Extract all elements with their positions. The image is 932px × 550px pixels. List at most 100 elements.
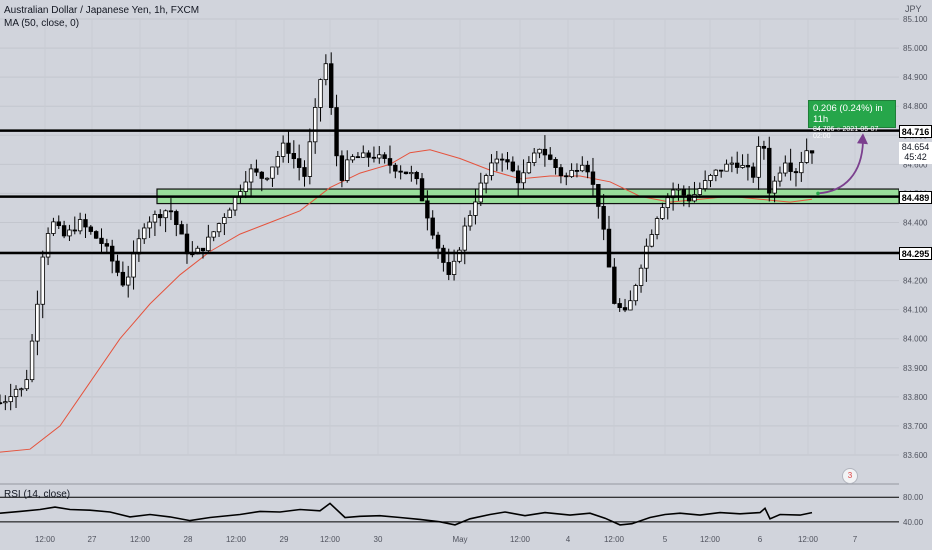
candle-body-down <box>553 159 558 168</box>
candle-body-up <box>126 276 131 286</box>
candle <box>612 258 617 305</box>
last-price-value: 84.654 <box>901 142 930 152</box>
x-tick-label: 29 <box>280 535 289 544</box>
candle-body-up <box>713 169 719 176</box>
candle <box>558 164 564 184</box>
y-tick-label: 83.700 <box>903 422 928 431</box>
candle-body-up <box>227 209 232 218</box>
y-tick-label: 85.100 <box>903 15 928 24</box>
candle-body-down <box>809 150 815 154</box>
candle <box>88 225 94 235</box>
ma-legend[interactable]: MA (50, close, 0) <box>4 18 80 29</box>
x-tick-label: 30 <box>374 535 383 544</box>
candle-body-down <box>606 228 612 268</box>
candle <box>275 151 280 175</box>
candle <box>649 229 654 248</box>
candle-body-up <box>740 165 745 168</box>
candle <box>483 173 489 194</box>
candle-body-up <box>409 172 414 175</box>
projection-label[interactable]: 0.206 (0.24%) in 11h 84.706 ○ 2021-05-07… <box>808 100 896 140</box>
candle <box>83 213 88 239</box>
candle <box>537 148 542 159</box>
candle-body-up <box>312 107 318 143</box>
candle-body-up <box>724 163 729 172</box>
candle <box>532 148 537 167</box>
countdown-timer: 45:42 <box>904 152 927 162</box>
y-tick-label: 85.000 <box>903 44 928 53</box>
candle <box>243 171 248 199</box>
candle-body-up <box>489 162 494 176</box>
y-tick-label: 84.600 <box>903 160 928 169</box>
candle-body-up <box>697 188 703 195</box>
candle-body-down <box>499 158 505 161</box>
x-tick-label: 6 <box>758 535 763 544</box>
x-tick-label: 12:00 <box>604 535 625 544</box>
candle <box>622 298 628 313</box>
level-tag-84489: 84.489 <box>899 191 932 204</box>
candle <box>740 154 745 169</box>
x-tick-label: 7 <box>853 535 858 544</box>
candle <box>61 220 67 239</box>
candle-body-down <box>83 219 88 228</box>
horizontal-levels <box>0 129 899 255</box>
candle <box>628 290 633 311</box>
candle <box>227 207 232 218</box>
candle <box>8 383 13 411</box>
candle <box>654 216 660 240</box>
candle <box>280 135 286 163</box>
candle <box>329 52 334 115</box>
candle-body-up <box>350 156 355 161</box>
candle-body-up <box>638 267 644 286</box>
candle-body-down <box>681 188 686 196</box>
candle <box>617 298 622 312</box>
candle-body-down <box>751 166 756 178</box>
candle <box>99 228 104 253</box>
candle-body-down <box>430 217 435 236</box>
y-tick-label: 83.900 <box>903 364 928 373</box>
projection-start-point <box>816 191 820 196</box>
candle-body-up <box>280 142 286 157</box>
candle <box>35 290 40 356</box>
candle-body-down <box>542 148 548 156</box>
candle-body-up <box>633 285 638 302</box>
x-tick-label: 28 <box>184 535 193 544</box>
candle <box>510 156 516 173</box>
candle-body-down <box>371 156 377 159</box>
projection-arrow <box>816 133 868 196</box>
event-marker-icon[interactable]: 3 <box>842 468 858 484</box>
candle-body-down <box>254 168 259 173</box>
candle <box>387 145 393 174</box>
candle <box>211 231 216 242</box>
candle-body-down <box>393 164 398 172</box>
candle-body-up <box>13 388 19 398</box>
candle-body-down <box>515 170 521 184</box>
candle-body-down <box>0 402 3 405</box>
x-tick-label: 12:00 <box>320 535 341 544</box>
y-tick-label: 83.600 <box>903 451 928 460</box>
candle-body-down <box>419 178 425 202</box>
candle-body-up <box>232 196 238 211</box>
candle <box>644 238 649 282</box>
candle <box>542 135 548 167</box>
candlesticks <box>0 52 815 411</box>
symbol-legend[interactable]: Australian Dollar / Japanese Yen, 1h, FX… <box>4 5 200 16</box>
candle-body-down <box>585 164 590 173</box>
candle <box>462 217 467 265</box>
candle <box>761 140 767 160</box>
candle <box>767 136 772 202</box>
candle-body-down <box>446 262 451 275</box>
y-tick-label: 84.800 <box>903 102 928 111</box>
candle-body-up <box>462 225 467 251</box>
rsi-tick-label: 40.00 <box>903 518 924 527</box>
candle-body-up <box>521 172 526 184</box>
candle <box>371 146 377 163</box>
rsi-tick-label: 80.00 <box>903 493 924 502</box>
candle <box>302 160 307 187</box>
candle-body-up <box>580 164 585 172</box>
candle-body-down <box>414 172 419 180</box>
candle <box>77 212 83 235</box>
price-axis-bg <box>899 0 932 550</box>
rsi-legend[interactable]: RSI (14, close) <box>4 489 71 500</box>
